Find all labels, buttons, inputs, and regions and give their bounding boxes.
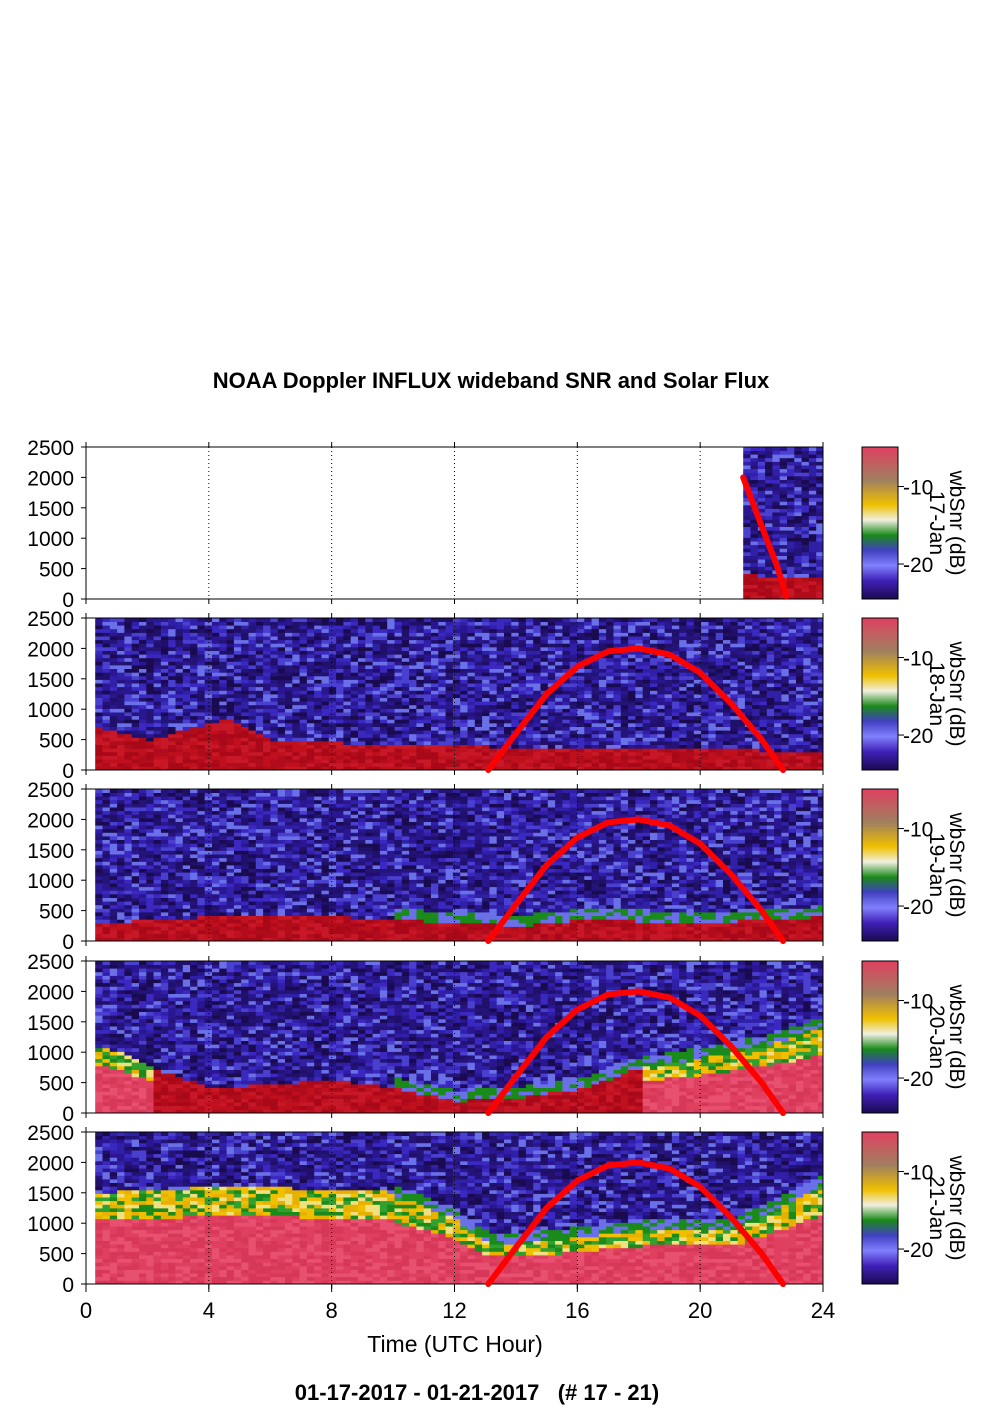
y-tick-label: 2000 [27,981,74,1004]
solar-flux-line-19-Jan [485,816,787,944]
date-range-footer: 01-17-2017 - 01-21-2017 (# 17 - 21) [295,1380,659,1405]
y-tick-label: 2500 [27,951,74,974]
y-tick-label: 2000 [27,467,74,490]
y-axis-17-Jan: 0 500 1000 1500 2000 2500 [27,437,86,612]
y-tick-label: 2500 [27,437,74,460]
y-tick-label: 1000 [27,528,74,551]
y-tick-label: 2000 [27,809,74,832]
y-axis-18-Jan: 0 500 1000 1500 2000 2500 [27,608,86,783]
y-axis-20-Jan: 0 500 1000 1500 2000 2500 [27,951,86,1126]
solar-flux-line-21-Jan [485,1159,787,1287]
colorbar-tick-label: -10 [903,1162,933,1185]
x-tick-label: 4 [203,1298,215,1323]
colorbar-21-Jan: -10 -20 wbSnr (dB)21-Jan [861,1131,968,1285]
y-tick-label: 1500 [27,669,74,692]
y-tick-label: 1500 [27,840,74,863]
colorbar-gradient [861,960,899,1114]
colorbar-label: wbSnr (dB) [945,1154,968,1260]
y-tick-label: 0 [62,931,74,954]
panel-date-label: 20-Jan [925,1005,948,1069]
heatmap-21-Jan [95,1132,823,1285]
panel-21-Jan: 0 500 1000 1500 2000 2500 -10 -20 wbSnr (dB)21-J… [27,1122,968,1297]
x-tick-label: 0 [80,1298,92,1323]
grid-20-Jan [208,961,701,1113]
panel-date-label: 21-Jan [925,1176,948,1240]
y-tick-label: 2500 [27,1122,74,1145]
y-tick-label: 1000 [27,870,74,893]
y-tick-label: 500 [39,901,74,924]
colorbar-label: wbSnr (dB) [945,640,968,746]
chart-title: NOAA Doppler INFLUX wideband SNR and Sol… [213,368,770,393]
x-tick-label: 20 [688,1298,712,1323]
y-tick-label: 1500 [27,1012,74,1035]
y-tick-label: 1000 [27,1042,74,1065]
y-tick-label: 2000 [27,1152,74,1175]
x-tick-label: 16 [565,1298,589,1323]
grid-17-Jan [208,447,701,599]
y-tick-label: 1000 [27,1213,74,1236]
heatmap-20-Jan [95,961,823,1114]
panel-20-Jan: 0 500 1000 1500 2000 2500 -10 -20 wbSnr (dB)20-J… [27,951,968,1126]
colorbar-tick-label: -20 [903,725,933,748]
y-axis-19-Jan: 0 500 1000 1500 2000 2500 [27,779,86,954]
x-tick-label: 12 [442,1298,466,1323]
colorbar-label: wbSnr (dB) [945,469,968,575]
y-tick-label: 500 [39,730,74,753]
colorbar-tick-label: -10 [903,648,933,671]
colorbar-tick-label: -10 [903,477,933,500]
x-tick-label: 24 [811,1298,835,1323]
colorbar-tick-label: -20 [903,1068,933,1091]
colorbar-gradient [861,1131,899,1285]
panel-date-label: 17-Jan [925,491,948,555]
x-axis: 0 4 8 12 16 20 24 [80,1284,835,1323]
colorbar-tick-label: -10 [903,991,933,1014]
colorbar-18-Jan: -10 -20 wbSnr (dB)18-Jan [861,617,968,771]
colorbar-20-Jan: -10 -20 wbSnr (dB)20-Jan [861,960,968,1114]
y-tick-label: 1000 [27,699,74,722]
y-tick-label: 2500 [27,779,74,802]
x-axis-label: Time (UTC Hour) [367,1331,542,1357]
y-tick-label: 0 [62,1103,74,1126]
y-tick-label: 500 [39,559,74,582]
x-tick-label: 8 [326,1298,338,1323]
y-tick-label: 500 [39,1073,74,1096]
y-axis-21-Jan: 0 500 1000 1500 2000 2500 [27,1122,86,1297]
y-tick-label: 0 [62,589,74,612]
y-tick-label: 0 [62,760,74,783]
y-tick-label: 1500 [27,498,74,521]
colorbar-tick-label: -20 [903,1239,933,1262]
panel-18-Jan: 0 500 1000 1500 2000 2500 -10 -20 wbSnr (dB)18-J… [27,608,968,783]
solar-flux-line-18-Jan [485,645,787,773]
colorbar-17-Jan: -10 -20 wbSnr (dB)17-Jan [861,446,968,600]
colorbar-label: wbSnr (dB) [945,983,968,1089]
y-tick-label: 2500 [27,608,74,631]
colorbar-gradient [861,446,899,600]
colorbar-tick-label: -20 [903,896,933,919]
panel-date-label: 19-Jan [925,833,948,897]
y-tick-label: 1500 [27,1183,74,1206]
solar-flux-line-20-Jan [485,988,787,1116]
y-tick-label: 2000 [27,638,74,661]
panel-19-Jan: 0 500 1000 1500 2000 2500 -10 -20 wbSnr (dB)19-J… [27,779,968,954]
heatmap-19-Jan [95,789,823,942]
colorbar-tick-label: -10 [903,819,933,842]
heatmap-18-Jan [95,618,823,771]
y-tick-label: 0 [62,1274,74,1297]
colorbar-gradient [861,788,899,942]
colorbar-19-Jan: -10 -20 wbSnr (dB)19-Jan [861,788,968,942]
colorbar-gradient [861,617,899,771]
panel-17-Jan: 0 500 1000 1500 2000 2500 -10 -20 wbSnr (dB)17-J… [27,437,968,612]
y-tick-label: 500 [39,1244,74,1267]
solar-flux-line-17-Jan [740,474,790,599]
panel-date-label: 18-Jan [925,662,948,726]
grid-21-Jan [208,1132,701,1284]
grid-19-Jan [208,789,701,941]
grid-18-Jan [208,618,701,770]
colorbar-tick-label: -20 [903,554,933,577]
colorbar-label: wbSnr (dB) [945,811,968,917]
